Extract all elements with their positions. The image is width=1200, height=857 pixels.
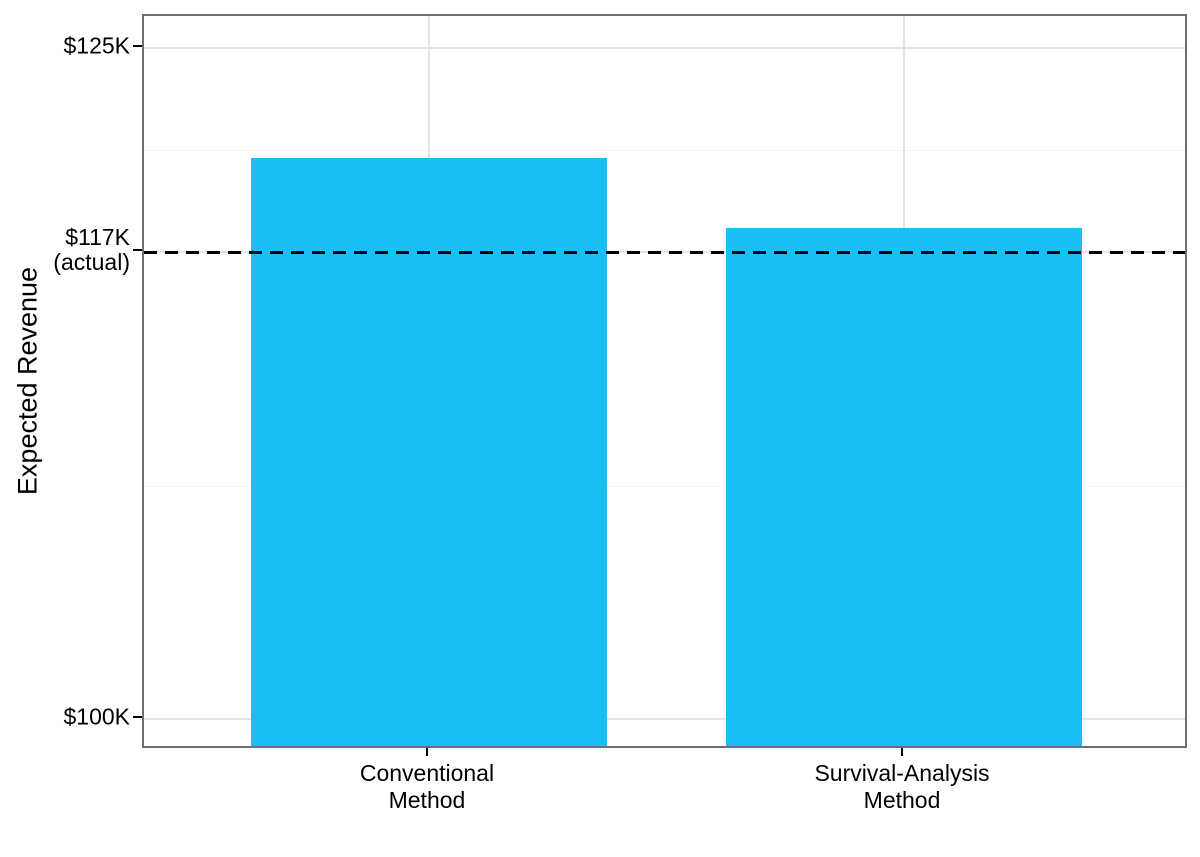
bar-survival-analysis-method — [726, 228, 1082, 746]
y-axis-tick — [133, 45, 142, 48]
gridline-minor-y — [144, 485, 1185, 487]
x-tick-label: Survival-Analysis Method — [814, 760, 990, 813]
gridline-minor-y — [144, 150, 1185, 152]
plot-panel — [142, 14, 1187, 748]
y-axis-title: Expected Revenue — [12, 266, 43, 496]
x-tick-label: Conventional Method — [359, 760, 495, 813]
gridline-major-y — [144, 47, 1185, 50]
y-axis-tick — [133, 716, 142, 719]
x-axis-tick — [901, 748, 904, 756]
y-tick-label: $117K (actual) — [53, 224, 130, 276]
y-axis-tick — [133, 249, 142, 252]
y-tick-label: $100K — [63, 703, 130, 730]
bar-conventional-method — [251, 158, 607, 746]
actual-revenue-dashed-line — [144, 250, 1185, 254]
y-tick-label: $125K — [63, 32, 130, 59]
x-axis-tick — [425, 748, 428, 756]
gridline-major-y — [144, 718, 1185, 721]
